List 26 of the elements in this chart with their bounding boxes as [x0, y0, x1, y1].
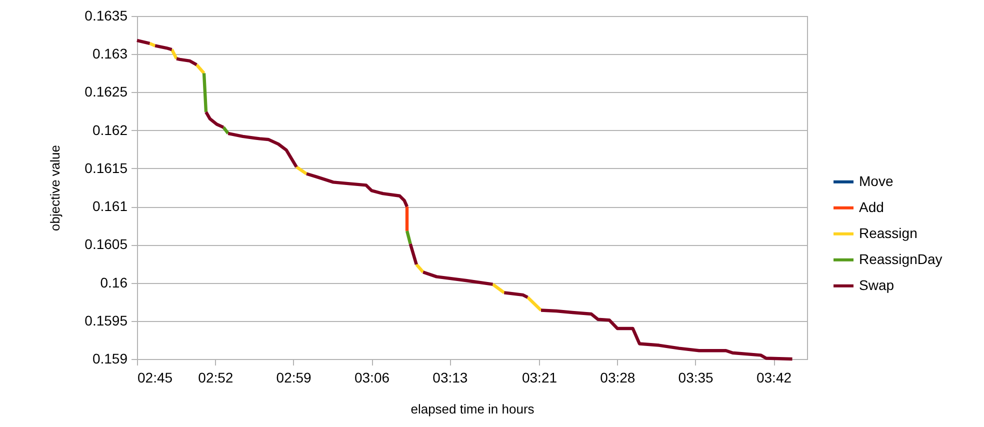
- y-tick-label: 0.1605: [84, 236, 128, 252]
- x-tick-label: 03:42: [756, 370, 792, 386]
- y-tick-label: 0.159: [92, 350, 128, 366]
- legend-label: Swap: [859, 276, 894, 293]
- x-tick-label: 03:06: [354, 370, 390, 386]
- y-axis-title: objective value: [48, 145, 63, 231]
- legend-label: ReassignDay: [859, 250, 942, 267]
- x-tick-label: 03:21: [522, 370, 558, 386]
- y-tick-label: 0.162: [92, 122, 128, 138]
- y-tick-label: 0.16: [100, 274, 128, 290]
- x-tick-label: 02:59: [276, 370, 312, 386]
- y-tick-label: 0.161: [92, 198, 128, 214]
- x-tick-label: 02:52: [198, 370, 234, 386]
- legend-label: Move: [859, 172, 894, 189]
- y-tick-label: 0.1625: [84, 84, 128, 100]
- x-tick-label: 03:13: [432, 370, 468, 386]
- legend-label: Add: [859, 198, 884, 215]
- y-tick-label: 0.163: [92, 46, 128, 62]
- y-tick-label: 0.1615: [84, 160, 128, 176]
- y-tick-label: 0.1635: [84, 8, 128, 24]
- y-tick-label: 0.1595: [84, 312, 128, 328]
- x-tick-label: 02:45: [138, 370, 173, 386]
- x-tick-label: 03:28: [600, 370, 636, 386]
- x-axis-title: elapsed time in hours: [410, 402, 535, 416]
- legend-label: Reassign: [859, 224, 918, 241]
- x-tick-label: 03:35: [678, 370, 714, 386]
